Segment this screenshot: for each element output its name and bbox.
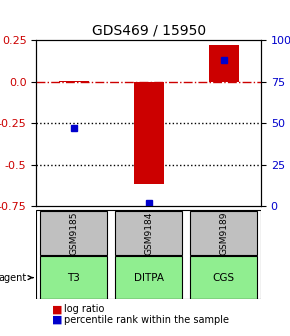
Text: percentile rank within the sample: percentile rank within the sample [64, 314, 229, 325]
FancyBboxPatch shape [190, 211, 257, 255]
Text: GSM9185: GSM9185 [69, 211, 78, 255]
FancyBboxPatch shape [115, 211, 182, 255]
Title: GDS469 / 15950: GDS469 / 15950 [92, 24, 206, 38]
Text: T3: T3 [67, 272, 80, 283]
Text: GSM9189: GSM9189 [219, 211, 228, 255]
Bar [209, 45, 238, 82]
FancyBboxPatch shape [190, 256, 257, 299]
FancyBboxPatch shape [40, 211, 107, 255]
Text: DITPA: DITPA [134, 272, 164, 283]
Text: GSM9184: GSM9184 [144, 211, 153, 255]
FancyBboxPatch shape [40, 256, 107, 299]
Text: ■: ■ [52, 304, 63, 314]
Bar [134, 82, 164, 184]
Text: log ratio: log ratio [64, 304, 104, 314]
Text: CGS: CGS [213, 272, 235, 283]
Text: agent: agent [0, 272, 33, 283]
FancyBboxPatch shape [115, 256, 182, 299]
Text: ■: ■ [52, 314, 63, 325]
Bar [59, 81, 89, 82]
